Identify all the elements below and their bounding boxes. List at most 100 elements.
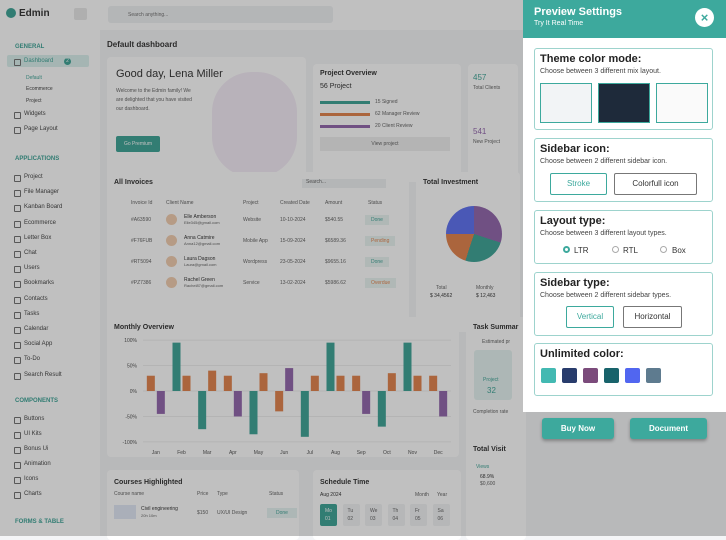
invoice-id: #PZ7386 <box>131 280 152 286</box>
x-tick-label: Nov <box>408 450 417 456</box>
nav-item[interactable]: Kanban Board <box>24 204 63 211</box>
nav-item[interactable]: Charts <box>24 491 42 497</box>
section-title: GENERAL <box>15 44 45 50</box>
radio-on[interactable] <box>563 246 570 253</box>
icon-option[interactable]: Stroke <box>550 173 607 195</box>
sidebar-option[interactable]: Vertical <box>566 306 614 328</box>
color-swatch[interactable] <box>583 368 598 383</box>
icon-option[interactable]: Colorfull icon <box>614 173 697 195</box>
tab[interactable]: Year <box>437 492 448 498</box>
task-card: Task Summar Estimated pr Project 32 Completi… <box>466 317 526 457</box>
courses-card: Courses Highlighted Course name Price Type S… <box>107 470 299 540</box>
nav-item[interactable]: Contacts <box>24 295 48 302</box>
nav-item[interactable]: Page Layout <box>24 126 58 132</box>
color-swatch[interactable] <box>646 368 661 383</box>
table-header: Created Date <box>280 200 310 206</box>
theme-mix[interactable] <box>656 83 708 123</box>
nav-item[interactable]: Search Result <box>24 371 62 378</box>
nav-item[interactable]: Bookmarks <box>24 280 55 287</box>
nav-item[interactable]: UI Kits <box>24 431 42 437</box>
nav-item[interactable]: Project <box>24 174 43 180</box>
document-button[interactable]: Document <box>630 418 707 439</box>
status-badge: Overdue <box>365 278 397 288</box>
color-swatch[interactable] <box>562 368 577 383</box>
day[interactable]: Sa 06 <box>432 504 450 526</box>
menu-toggle[interactable] <box>74 8 87 20</box>
x-tick-label: Apr <box>229 450 237 456</box>
nav-item[interactable]: Bonus Ui <box>24 446 49 452</box>
search-box[interactable] <box>108 6 333 23</box>
day[interactable]: Mo 01 <box>320 504 337 526</box>
day-name: Tu <box>347 508 354 514</box>
color-swatch[interactable] <box>625 368 640 383</box>
nav-item[interactable]: Icons <box>24 476 39 482</box>
radio-label: Box <box>672 246 686 255</box>
card-title: Sidebar icon: <box>540 143 610 155</box>
invoice-search[interactable]: Search... <box>302 179 386 188</box>
premium-button[interactable]: Go Premium <box>116 136 161 152</box>
sidebar-option[interactable]: Horizontal <box>623 306 682 328</box>
theme-light[interactable] <box>540 83 592 123</box>
x-tick-label: Mar <box>203 450 212 456</box>
theme-dark[interactable] <box>598 83 650 123</box>
nav-item[interactable]: Calendar <box>24 326 49 332</box>
x-tick-label: Jan <box>152 450 160 456</box>
tab[interactable]: Month <box>415 492 429 498</box>
close-button[interactable]: × <box>695 8 714 27</box>
y-tick-label: -100% <box>123 440 138 446</box>
nav-item[interactable]: Letter Box <box>24 234 52 241</box>
x-tick-label: Sep <box>357 450 366 456</box>
nav-item[interactable]: Users <box>24 265 40 272</box>
table-header: Invoice Id <box>131 200 153 206</box>
project-box <box>474 350 512 400</box>
day[interactable]: We 03 <box>365 504 382 526</box>
card-title: Total Visit <box>473 446 506 453</box>
nav-item[interactable]: Widgets <box>24 111 46 117</box>
nav-item[interactable]: Ecommerce <box>24 219 57 226</box>
nav-icon <box>14 59 21 66</box>
bar <box>387 373 396 391</box>
color-swatch[interactable] <box>604 368 619 383</box>
view-button[interactable]: View project <box>320 137 450 151</box>
nav-item[interactable]: Animation <box>24 461 51 467</box>
schedule-card: Schedule Time Aug 2024 Month Year Mo 01 Tu 02 We… <box>313 470 461 540</box>
day[interactable]: Fr 05 <box>410 504 427 526</box>
day[interactable]: Tu 02 <box>342 504 360 526</box>
invoice-id: #RT5094 <box>131 259 152 265</box>
nav-item[interactable]: File Manager <box>24 189 60 196</box>
nav-item[interactable]: Tasks <box>24 310 40 317</box>
nav-item[interactable]: Buttons <box>24 416 45 422</box>
day[interactable]: Th 04 <box>387 504 405 526</box>
stat-label: 20 Client Review <box>375 123 413 129</box>
nav-item[interactable]: Project <box>26 98 42 104</box>
invoice-cell: $5986.62 <box>325 280 346 286</box>
card-title: Total Investment <box>423 179 479 186</box>
nav-icon <box>14 357 21 365</box>
project-count: 56 Project <box>320 83 352 90</box>
x-tick-label: May <box>254 450 264 456</box>
nav-icon <box>14 175 21 182</box>
y-tick-label: 0% <box>130 389 138 395</box>
radio-off[interactable] <box>612 246 619 253</box>
buy-button[interactable]: Buy Now <box>542 418 614 439</box>
amount: $0,600 <box>480 481 496 487</box>
nav-item[interactable]: Dashboard <box>24 58 54 64</box>
nav-icon <box>14 432 21 439</box>
nav-item[interactable]: Chat <box>24 250 37 256</box>
nav-item[interactable]: Ecommerce <box>26 86 53 92</box>
nav-item[interactable]: To-Do <box>24 356 41 363</box>
page-title: Default dashboard <box>107 40 178 49</box>
nav-item[interactable]: Social App <box>24 341 53 348</box>
clients-total: 457 <box>473 73 487 82</box>
bar <box>362 391 371 414</box>
x-tick-label: Jul <box>307 450 313 456</box>
card-text: Choose between 2 different sidebar icon. <box>540 158 668 165</box>
radio-off[interactable] <box>660 246 667 253</box>
color-swatch[interactable] <box>541 368 556 383</box>
day-number: 04 <box>392 516 399 522</box>
nav-item[interactable]: Default <box>26 75 42 81</box>
monthly-label: Monthly <box>476 285 494 291</box>
project-value: 32 <box>487 386 496 395</box>
nav-icon <box>14 235 21 243</box>
table-header: Project <box>243 200 259 206</box>
